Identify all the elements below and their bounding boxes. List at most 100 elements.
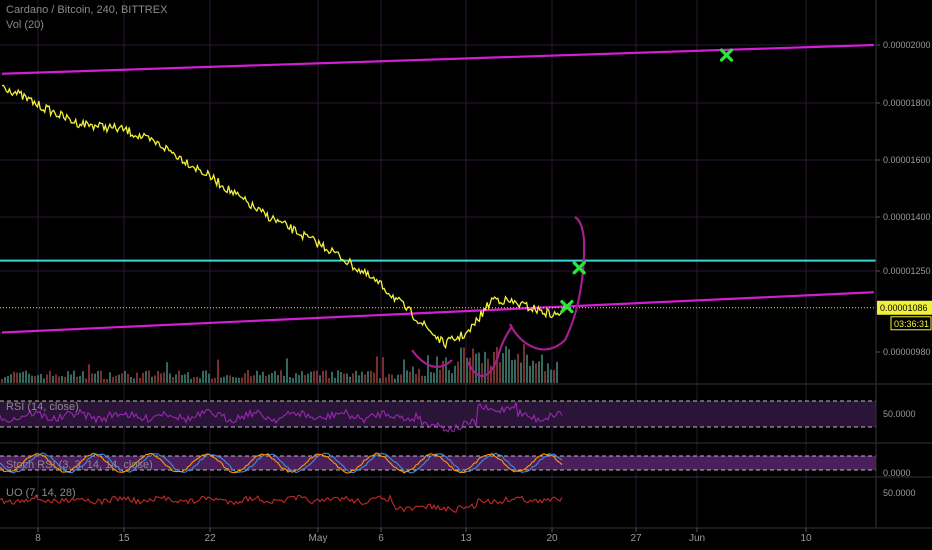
volume-bar bbox=[82, 371, 84, 383]
price-tick-label: 0.00001800 bbox=[883, 98, 931, 108]
volume-bar bbox=[73, 370, 75, 383]
volume-bar bbox=[457, 361, 459, 383]
volume-bar bbox=[361, 371, 363, 383]
volume-bar bbox=[301, 371, 303, 383]
volume-bar bbox=[433, 372, 435, 383]
volume-bar bbox=[313, 371, 315, 383]
volume-bar bbox=[232, 376, 234, 383]
volume-bar bbox=[295, 373, 297, 383]
pattern-curve bbox=[411, 325, 513, 378]
volume-bar bbox=[472, 348, 474, 383]
uo-legend: UO (7, 14, 28) bbox=[6, 487, 76, 499]
volume-bar bbox=[490, 365, 492, 383]
price-tick-label: 0.00002000 bbox=[883, 40, 931, 50]
volume-bar bbox=[136, 372, 138, 383]
volume-bar bbox=[46, 374, 48, 383]
volume-bar bbox=[550, 369, 552, 383]
time-tick-label: 6 bbox=[378, 533, 384, 544]
time-tick-label: Jun bbox=[689, 533, 705, 544]
volume-bar bbox=[58, 376, 60, 383]
volume-bar bbox=[298, 375, 300, 383]
volume-bar bbox=[421, 375, 423, 383]
volume-bar bbox=[523, 344, 525, 383]
volume-bar bbox=[115, 375, 117, 383]
volume-bar bbox=[256, 370, 258, 383]
volume-bar bbox=[271, 373, 273, 383]
volume-bar bbox=[88, 364, 90, 383]
volume-bar bbox=[409, 371, 411, 383]
volume-bar bbox=[253, 375, 255, 383]
volume-bar bbox=[334, 377, 336, 383]
volume-bar bbox=[484, 351, 486, 383]
price-tick-label: 0.00001600 bbox=[883, 155, 931, 165]
volume-bar bbox=[124, 370, 126, 383]
volume-bar bbox=[466, 357, 468, 383]
volume-bar bbox=[343, 373, 345, 383]
volume-bar bbox=[109, 372, 111, 383]
chart-title: Cardano / Bitcoin, 240, BITTREX bbox=[6, 4, 168, 16]
volume-bar bbox=[481, 363, 483, 383]
volume-bar bbox=[250, 376, 252, 383]
volume-bar bbox=[235, 377, 237, 383]
volume-bar bbox=[502, 353, 504, 383]
volume-bar bbox=[556, 361, 558, 383]
volume-bar bbox=[397, 374, 399, 383]
volume-bar bbox=[538, 361, 540, 383]
volume-bar bbox=[127, 373, 129, 383]
volume-bar bbox=[238, 377, 240, 383]
volume-bar bbox=[259, 375, 261, 383]
volume-bar bbox=[403, 359, 405, 383]
volume-bar bbox=[202, 370, 204, 383]
volume-bar bbox=[346, 373, 348, 383]
stoch-d-line bbox=[0, 452, 563, 474]
volume-bar bbox=[187, 372, 189, 383]
uo-line bbox=[0, 494, 563, 513]
volume-bar bbox=[22, 371, 24, 383]
volume-bar bbox=[406, 370, 408, 383]
volume-bar bbox=[64, 376, 66, 383]
volume-bar bbox=[469, 357, 471, 383]
volume-bar bbox=[430, 372, 432, 383]
volume-bar bbox=[547, 363, 549, 383]
countdown-tag bbox=[890, 316, 932, 331]
volume-bar bbox=[241, 377, 243, 383]
volume-bar bbox=[184, 374, 186, 383]
volume-bar bbox=[247, 370, 249, 383]
volume-bar bbox=[220, 377, 222, 383]
volume-bar bbox=[448, 370, 450, 383]
volume-bar bbox=[316, 370, 318, 383]
stoch-band bbox=[0, 456, 876, 470]
volume-bar bbox=[283, 375, 285, 383]
price-tick-label: 0.00001400 bbox=[883, 212, 931, 222]
volume-bar bbox=[544, 371, 546, 383]
volume-bar bbox=[1, 378, 3, 383]
volume-bar bbox=[445, 357, 447, 383]
volume-bar bbox=[16, 372, 18, 383]
volume-bar bbox=[133, 378, 135, 383]
volume-bar bbox=[514, 359, 516, 383]
volume-bar bbox=[442, 360, 444, 383]
volume-bar bbox=[85, 378, 87, 383]
volume-bar bbox=[217, 359, 219, 383]
price-tick-label: 0.00001250 bbox=[883, 266, 931, 276]
volume-bar bbox=[268, 374, 270, 383]
uo-tick-label: 50.0000 bbox=[883, 488, 916, 498]
volume-bar bbox=[274, 371, 276, 383]
volume-bar bbox=[424, 375, 426, 383]
volume-bar bbox=[40, 373, 42, 383]
volume-bar bbox=[280, 370, 282, 383]
volume-bar bbox=[160, 373, 162, 383]
rsi-legend: RSI (14, close) bbox=[6, 401, 79, 413]
volume-bar bbox=[28, 373, 30, 383]
volume-bar bbox=[394, 378, 396, 383]
time-tick-label: May bbox=[309, 533, 328, 544]
volume-bar bbox=[526, 354, 528, 383]
grid bbox=[0, 0, 876, 528]
volume-bar bbox=[10, 374, 12, 383]
volume-bar bbox=[289, 377, 291, 383]
volume-bar bbox=[439, 369, 441, 383]
price-pane bbox=[0, 43, 876, 383]
volume-bar bbox=[55, 374, 57, 383]
time-tick-label: 15 bbox=[118, 533, 130, 544]
volume-bar bbox=[19, 372, 21, 383]
